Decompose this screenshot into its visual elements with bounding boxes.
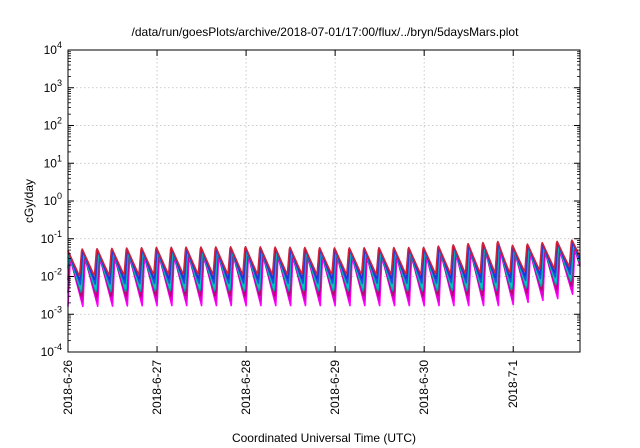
y-tick-base: 10 — [44, 156, 58, 170]
y-tick-exponent: 3 — [57, 78, 62, 88]
series-group — [67, 239, 581, 308]
series-line — [67, 244, 581, 293]
x-axis-label: Coordinated Universal Time (UTC) — [232, 431, 416, 445]
y-tick-exponent: -4 — [54, 342, 62, 352]
x-tick-label: 2018-6-30 — [417, 360, 431, 415]
x-axis: 2018-6-26 2018-6-27 2018-6-28 2018-6-29 2018… — [61, 50, 520, 415]
y-tick-label: 10-4 — [41, 342, 62, 359]
chart-title: /data/run/goesPlots/archive/2018-07-01/1… — [132, 25, 520, 39]
y-tick-exponent: -1 — [54, 229, 62, 239]
y-axis-label: cGy/day — [22, 179, 36, 223]
y-tick-label: 10-2 — [41, 267, 62, 284]
y-tick-label: 10-3 — [41, 304, 62, 321]
y-tick-base: 10 — [41, 345, 55, 359]
x-tick-label: 2018-6-27 — [150, 360, 164, 415]
y-tick-label: 104 — [44, 40, 62, 57]
y-tick-exponent: 1 — [57, 153, 62, 163]
x-tick-label: 2018-6-28 — [239, 360, 253, 415]
grid — [67, 50, 580, 352]
y-tick-base: 10 — [44, 194, 58, 208]
y-tick-exponent: -2 — [54, 267, 62, 277]
x-tick-label: 2018-6-26 — [61, 360, 75, 415]
series-line — [67, 239, 581, 277]
y-tick-label: 102 — [44, 116, 62, 133]
y-tick-label: 103 — [44, 78, 62, 95]
y-tick-exponent: -3 — [54, 304, 62, 314]
series-line — [67, 242, 581, 290]
x-tick-label: 2018-7-1 — [506, 360, 520, 408]
y-tick-exponent: 4 — [57, 40, 62, 50]
x-tick-label: 2018-6-29 — [328, 360, 342, 415]
y-tick-label: 10-1 — [41, 229, 62, 246]
y-tick-base: 10 — [44, 119, 58, 133]
y-tick-exponent: 0 — [57, 191, 62, 201]
y-tick-label: 101 — [44, 153, 62, 170]
y-tick-label: 100 — [44, 191, 62, 208]
y-tick-base: 10 — [41, 307, 55, 321]
y-tick-exponent: 2 — [57, 116, 62, 126]
y-tick-base: 10 — [41, 270, 55, 284]
y-tick-base: 10 — [41, 232, 55, 246]
y-tick-base: 10 — [44, 43, 58, 57]
y-tick-base: 10 — [44, 81, 58, 95]
